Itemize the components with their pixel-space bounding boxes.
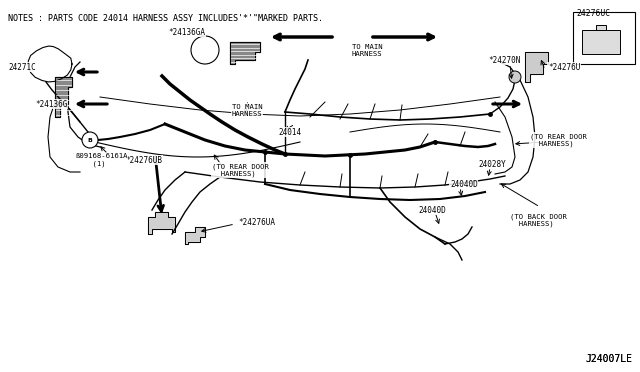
Text: (TO REAR DOOR
  HARNESS): (TO REAR DOOR HARNESS) — [530, 133, 587, 147]
Circle shape — [191, 36, 219, 64]
Text: 24276UC: 24276UC — [576, 14, 609, 23]
Bar — [596, 25, 606, 30]
Polygon shape — [230, 42, 260, 64]
Circle shape — [82, 132, 98, 148]
Polygon shape — [185, 227, 205, 244]
Polygon shape — [55, 77, 72, 117]
Text: *24276UA: *24276UA — [238, 218, 275, 227]
Text: ß09168-6161A
    (1): ß09168-6161A (1) — [75, 153, 127, 167]
Circle shape — [509, 71, 521, 83]
Text: *24136GA: *24136GA — [168, 28, 205, 36]
Text: *24270N: *24270N — [488, 55, 520, 64]
Text: *24136G: *24136G — [35, 99, 67, 109]
Text: NOTES : PARTS CODE 24014 HARNESS ASSY INCLUDES'*'"MARKED PARTS.: NOTES : PARTS CODE 24014 HARNESS ASSY IN… — [8, 13, 323, 22]
Text: B: B — [88, 138, 92, 142]
Text: 24040D: 24040D — [418, 205, 445, 215]
Bar — [573, 12, 635, 64]
Text: (TO BACK DOOR
  HARNESS): (TO BACK DOOR HARNESS) — [510, 213, 567, 227]
Text: 24028Y: 24028Y — [478, 160, 506, 169]
Text: J24007LE: J24007LE — [585, 354, 632, 364]
Polygon shape — [525, 52, 548, 82]
Text: J24007LE: J24007LE — [585, 354, 632, 364]
Text: *24276UB: *24276UB — [125, 155, 162, 164]
Text: 24040D: 24040D — [450, 180, 477, 189]
Bar — [582, 30, 620, 54]
Text: *24276U: *24276U — [548, 62, 580, 71]
Text: TO MAIN
HARNESS: TO MAIN HARNESS — [232, 103, 262, 116]
Text: NOTES : PARTS CODE 24014 HARNESS ASSY INCLUDES'*'"MARKED PARTS.: NOTES : PARTS CODE 24014 HARNESS ASSY IN… — [8, 14, 323, 23]
Text: (TO REAR DOOR
  HARNESS): (TO REAR DOOR HARNESS) — [212, 163, 269, 177]
Text: 24276UC: 24276UC — [576, 9, 610, 18]
Text: TO MAIN
HARNESS: TO MAIN HARNESS — [352, 44, 383, 57]
Polygon shape — [148, 212, 175, 234]
Text: 24271C: 24271C — [8, 62, 36, 71]
Text: 24014: 24014 — [278, 128, 301, 137]
